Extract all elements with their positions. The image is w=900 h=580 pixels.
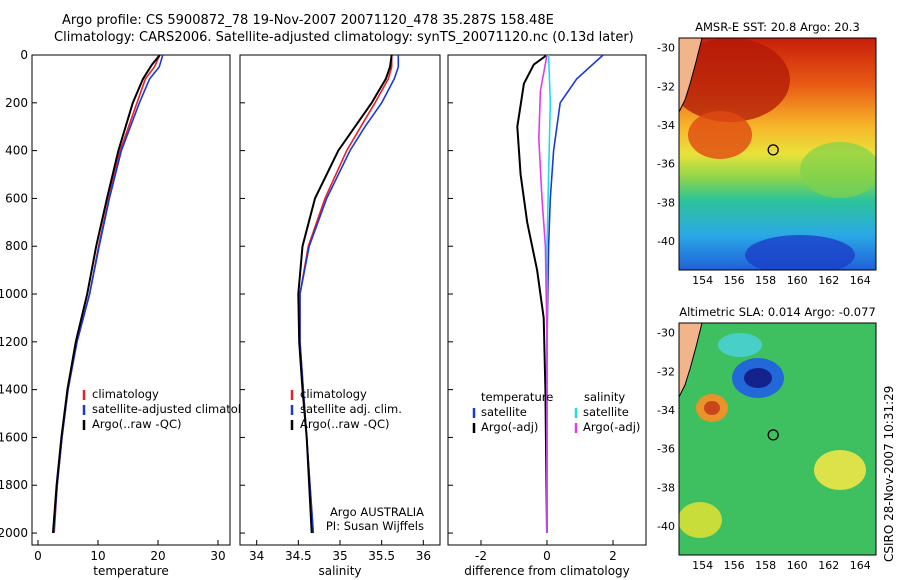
salinity-xtick-label: 36 bbox=[416, 549, 431, 563]
sst-map-xtick-label: 158 bbox=[755, 274, 776, 287]
sla-positive-patch bbox=[814, 450, 866, 490]
salinity-xtick-label: 34.5 bbox=[285, 549, 312, 563]
salinity-xtick-label: 35 bbox=[332, 549, 347, 563]
salinity-xlabel: salinity bbox=[318, 564, 361, 578]
difference-xtick-label: 0 bbox=[543, 549, 551, 563]
temperature-xlabel: temperature bbox=[93, 564, 168, 578]
diff-legend-salinity-item: Argo(-adj) bbox=[583, 420, 640, 434]
depth-tick-label: 1200 bbox=[0, 335, 28, 349]
depth-tick-label: 800 bbox=[5, 239, 28, 253]
salinity-legend-label: climatology bbox=[300, 387, 367, 401]
sst-map-xtick-label: 156 bbox=[724, 274, 745, 287]
sla-map-axes: Altimetric SLA: 0.014 Argo: -0.077 154 156… bbox=[657, 305, 876, 572]
temperature-frame bbox=[31, 54, 231, 546]
sst-map-ytick-label: -38 bbox=[657, 196, 675, 209]
sla-map-ytick-label: -40 bbox=[657, 520, 675, 533]
sla-map-xtick-label: 156 bbox=[724, 559, 745, 572]
sla-map-ytick-label: -34 bbox=[657, 404, 675, 417]
salinity-legend-label: Argo(..raw -QC) bbox=[300, 417, 390, 431]
salinity-xtick-label: 34 bbox=[249, 549, 264, 563]
salinity-frame bbox=[239, 54, 441, 546]
footer-credit: CSIRO 28-Nov-2007 10:31:29 bbox=[882, 386, 896, 562]
sst-map-ytick-label: -34 bbox=[657, 119, 675, 132]
sla-map-xtick-label: 162 bbox=[818, 559, 839, 572]
diff-legend-temperature-heading: temperature bbox=[481, 390, 553, 404]
temperature-xtick-label: 10 bbox=[90, 549, 105, 563]
salinity-xtick-label: 35.5 bbox=[368, 549, 395, 563]
salinity-series-argo-raw-qc- bbox=[297, 54, 393, 534]
sla-yellow-patch bbox=[679, 502, 722, 538]
depth-tick-label: 1400 bbox=[0, 383, 28, 397]
difference-xtick-label: 2 bbox=[609, 549, 617, 563]
sst-map bbox=[678, 37, 877, 271]
diff-legend-temperature-item: Argo(-adj) bbox=[481, 420, 538, 434]
depth-tick-label: 1800 bbox=[0, 478, 28, 492]
depth-tick-label: 1000 bbox=[0, 287, 28, 301]
temperature-legend-label: climatology bbox=[92, 387, 159, 401]
sla-map-ytick-label: -36 bbox=[657, 443, 675, 456]
depth-tick-label: 200 bbox=[5, 96, 28, 110]
sst-map-frame bbox=[678, 37, 877, 271]
temperature-series-argo-raw-qc- bbox=[52, 54, 161, 534]
depth-tick-label: 600 bbox=[5, 191, 28, 205]
temperature-legend-label: Argo(..raw -QC) bbox=[92, 417, 182, 431]
temperature-xtick-label: 0 bbox=[34, 549, 42, 563]
sst-map-xtick-label: 162 bbox=[818, 274, 839, 287]
sst-map-ytick-label: -36 bbox=[657, 158, 675, 171]
difference-xtick-label: -2 bbox=[475, 549, 487, 563]
sla-map-frame bbox=[678, 322, 877, 556]
sst-map-xtick-label: 160 bbox=[787, 274, 808, 287]
temperature-legend-label: satellite-adjusted climatology bbox=[92, 402, 262, 416]
sla-map bbox=[678, 322, 877, 556]
sla-map-xtick-label: 164 bbox=[850, 559, 871, 572]
sst-cool-patch bbox=[800, 142, 876, 198]
sst-map-ytick-label: -30 bbox=[657, 42, 675, 55]
salinity-annotation: PI: Susan Wijffels bbox=[326, 519, 424, 533]
temperature-xtick-label: 20 bbox=[150, 549, 165, 563]
panel-salinity: 34 34.5 35 35.5 36 salinity climatologysatelli… bbox=[239, 54, 441, 578]
diff-legend-salinity-heading: salinity bbox=[584, 390, 625, 404]
difference-series-temperature-argo-adj- bbox=[516, 54, 548, 534]
sst-coastline-land bbox=[679, 38, 703, 113]
sst-deep-blue-patch bbox=[745, 235, 855, 270]
depth-tick-label: 2000 bbox=[0, 526, 28, 540]
difference-series-salinity-argo-adj- bbox=[537, 54, 548, 533]
sst-map-title: AMSR-E SST: 20.8 Argo: 20.3 bbox=[695, 20, 860, 34]
sst-map-ytick-label: -40 bbox=[657, 235, 675, 248]
sla-map-ytick-label: -32 bbox=[657, 365, 675, 378]
sla-cyan-patch bbox=[718, 333, 762, 357]
salinity-annotation: Argo AUSTRALIA bbox=[330, 505, 424, 519]
sst-warm-eddy bbox=[688, 111, 752, 159]
diff-legend-salinity-item: satellite bbox=[583, 405, 629, 419]
sla-map-xtick-label: 160 bbox=[787, 559, 808, 572]
sla-coastline-land bbox=[679, 323, 703, 398]
sla-map-xtick-label: 154 bbox=[692, 559, 713, 572]
sla-high-eddy-core bbox=[704, 401, 720, 415]
sst-map-ytick-label: -32 bbox=[657, 80, 675, 93]
sla-map-title: Altimetric SLA: 0.014 Argo: -0.077 bbox=[679, 305, 876, 319]
panel-temperature: 0 10 20 30 0 200 400 600 800 1000 1200 1400 1600 1800… bbox=[0, 48, 262, 578]
temperature-xtick-label: 30 bbox=[210, 549, 225, 563]
sla-argo-marker bbox=[767, 429, 779, 441]
sst-map-xtick-label: 154 bbox=[692, 274, 713, 287]
diff-legend-temperature-item: satellite bbox=[481, 405, 527, 419]
depth-tick-label: 0 bbox=[20, 48, 28, 62]
depth-tick-label: 1600 bbox=[0, 430, 28, 444]
figure-title-line-2: Climatology: CARS2006. Satellite-adjuste… bbox=[54, 30, 634, 45]
sla-low-eddy-core bbox=[744, 368, 772, 388]
sla-map-ytick-label: -38 bbox=[657, 481, 675, 494]
sla-map-xtick-label: 158 bbox=[755, 559, 776, 572]
salinity-legend-label: satellite adj. clim. bbox=[300, 402, 402, 416]
sst-warm-core bbox=[679, 38, 790, 122]
difference-xlabel: difference from climatology bbox=[464, 564, 630, 578]
sla-map-ytick-label: -30 bbox=[657, 327, 675, 340]
sst-argo-marker bbox=[767, 144, 779, 156]
sst-map-xtick-label: 164 bbox=[850, 274, 871, 287]
depth-tick-label: 400 bbox=[5, 144, 28, 158]
sst-map-axes: AMSR-E SST: 20.8 Argo: 20.3 154 156 158 160 1… bbox=[657, 20, 871, 287]
figure-title-line-1: Argo profile: CS 5900872_78 19-Nov-2007 … bbox=[62, 13, 554, 28]
